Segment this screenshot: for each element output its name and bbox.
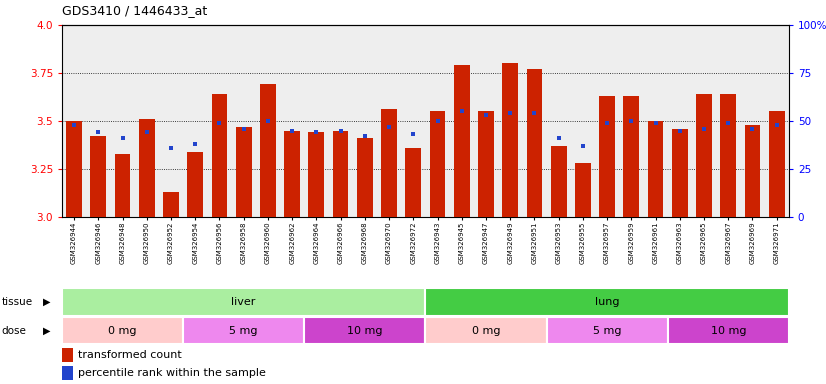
Bar bbox=[449, 25, 474, 217]
Bar bbox=[502, 63, 518, 217]
Bar bbox=[599, 96, 615, 217]
Text: ▶: ▶ bbox=[43, 297, 51, 307]
Bar bbox=[211, 94, 227, 217]
Bar bbox=[478, 111, 494, 217]
Bar bbox=[547, 317, 667, 344]
Bar bbox=[744, 125, 761, 217]
Bar bbox=[62, 317, 183, 344]
Bar bbox=[280, 25, 304, 217]
Bar bbox=[643, 25, 667, 217]
Text: 10 mg: 10 mg bbox=[710, 326, 746, 336]
Bar bbox=[284, 131, 300, 217]
Bar bbox=[672, 129, 688, 217]
Bar bbox=[667, 317, 789, 344]
Bar bbox=[381, 109, 397, 217]
Bar bbox=[183, 317, 304, 344]
Bar bbox=[308, 132, 325, 217]
Bar bbox=[86, 25, 111, 217]
Bar bbox=[696, 94, 712, 217]
Bar bbox=[522, 25, 547, 217]
Bar bbox=[139, 119, 154, 217]
Text: ▶: ▶ bbox=[43, 326, 51, 336]
Bar bbox=[667, 25, 692, 217]
Text: 0 mg: 0 mg bbox=[472, 326, 501, 336]
Text: tissue: tissue bbox=[2, 297, 33, 307]
Bar bbox=[430, 111, 445, 217]
Bar bbox=[740, 25, 765, 217]
Bar bbox=[304, 317, 425, 344]
Bar bbox=[406, 148, 421, 217]
Bar bbox=[425, 317, 547, 344]
Bar bbox=[401, 25, 425, 217]
Bar bbox=[648, 121, 663, 217]
Bar bbox=[575, 163, 591, 217]
Text: liver: liver bbox=[231, 297, 256, 307]
Bar bbox=[357, 138, 373, 217]
Bar bbox=[62, 288, 425, 316]
Text: transformed count: transformed count bbox=[78, 350, 182, 360]
Bar bbox=[595, 25, 620, 217]
Bar bbox=[425, 288, 789, 316]
Bar bbox=[183, 25, 207, 217]
Bar bbox=[115, 154, 131, 217]
Bar bbox=[692, 25, 716, 217]
Bar bbox=[716, 25, 740, 217]
Bar bbox=[188, 152, 203, 217]
Bar bbox=[62, 25, 86, 217]
Text: dose: dose bbox=[2, 326, 26, 336]
Bar bbox=[163, 192, 179, 217]
Bar bbox=[769, 111, 785, 217]
Text: 0 mg: 0 mg bbox=[108, 326, 137, 336]
Bar bbox=[453, 65, 470, 217]
Bar bbox=[135, 25, 159, 217]
Bar bbox=[720, 94, 736, 217]
Bar bbox=[304, 25, 329, 217]
Bar bbox=[624, 96, 639, 217]
Text: 5 mg: 5 mg bbox=[593, 326, 621, 336]
Text: 10 mg: 10 mg bbox=[347, 326, 382, 336]
Bar bbox=[353, 25, 377, 217]
Bar bbox=[571, 25, 595, 217]
Bar bbox=[377, 25, 401, 217]
Bar bbox=[260, 84, 276, 217]
Text: 5 mg: 5 mg bbox=[230, 326, 258, 336]
Bar bbox=[159, 25, 183, 217]
Bar bbox=[62, 366, 74, 380]
Text: lung: lung bbox=[595, 297, 620, 307]
Bar bbox=[90, 136, 107, 217]
Bar bbox=[498, 25, 522, 217]
Bar bbox=[551, 146, 567, 217]
Bar bbox=[231, 25, 256, 217]
Bar bbox=[329, 25, 353, 217]
Text: percentile rank within the sample: percentile rank within the sample bbox=[78, 368, 265, 378]
Bar bbox=[66, 121, 82, 217]
Bar bbox=[474, 25, 498, 217]
Bar bbox=[235, 127, 252, 217]
Bar bbox=[333, 131, 349, 217]
Bar bbox=[765, 25, 789, 217]
Bar bbox=[620, 25, 643, 217]
Bar bbox=[111, 25, 135, 217]
Bar bbox=[256, 25, 280, 217]
Bar bbox=[547, 25, 571, 217]
Bar bbox=[62, 348, 74, 362]
Bar bbox=[425, 25, 449, 217]
Text: GDS3410 / 1446433_at: GDS3410 / 1446433_at bbox=[62, 4, 207, 17]
Bar bbox=[207, 25, 231, 217]
Bar bbox=[526, 69, 543, 217]
